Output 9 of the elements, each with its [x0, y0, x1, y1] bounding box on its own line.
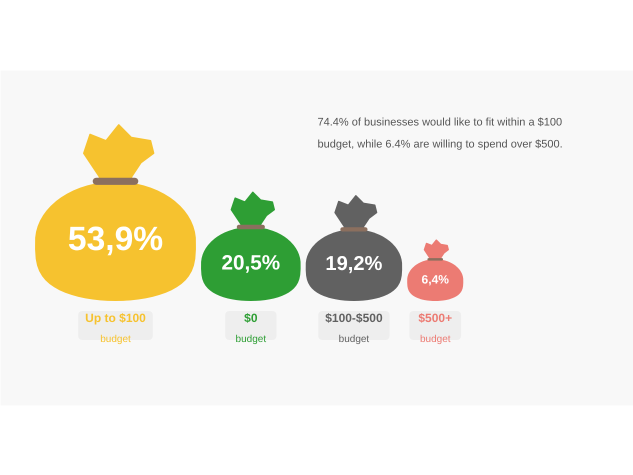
text: 74.4% of businesses would like to fit within a $100 budget, while 6.4% are willing to spend over $500. [318, 116, 563, 150]
category-label: $500+ budget [418, 311, 452, 345]
category-label: $0 budget [236, 311, 266, 345]
data-label: 53,9% [68, 221, 164, 258]
data-label: 6,4% [422, 272, 450, 287]
data-label: 20,5% [222, 252, 280, 275]
category-label: $100-$500 budget [325, 311, 383, 345]
category-label: Up to $100 budget [85, 311, 146, 345]
data-label: 19,2% [325, 253, 383, 276]
